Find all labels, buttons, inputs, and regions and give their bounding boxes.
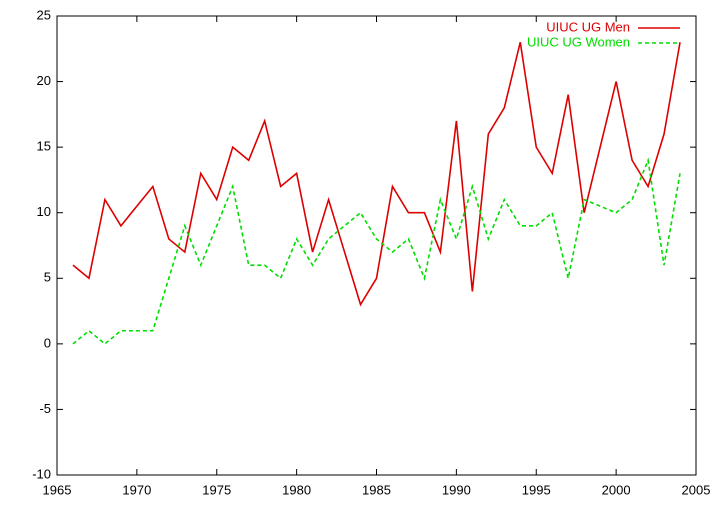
legend-label: UIUC UG Men [546, 19, 630, 34]
series-line [72, 42, 681, 307]
series-line [72, 157, 681, 345]
x-tick-label: 1975 [202, 482, 231, 497]
x-tick-label: 1985 [362, 482, 391, 497]
y-tick-label: 0 [44, 335, 51, 350]
y-tick-label: -5 [39, 401, 51, 416]
y-tick-label: 15 [37, 139, 51, 154]
x-tick-label: 1980 [282, 482, 311, 497]
y-tick-label: 10 [37, 204, 51, 219]
x-tick-label: 2005 [682, 482, 711, 497]
legend-label: UIUC UG Women [527, 34, 630, 49]
x-tick-label: 1995 [522, 482, 551, 497]
y-tick-label: 25 [37, 7, 51, 22]
x-tick-label: 1965 [43, 482, 72, 497]
x-tick-label: 1970 [122, 482, 151, 497]
plot-frame [56, 15, 697, 476]
y-tick-label: 5 [44, 270, 51, 285]
x-tick-label: 2000 [602, 482, 631, 497]
y-tick-label: -10 [32, 466, 51, 481]
y-tick-label: 20 [37, 73, 51, 88]
x-tick-label: 1990 [442, 482, 471, 497]
